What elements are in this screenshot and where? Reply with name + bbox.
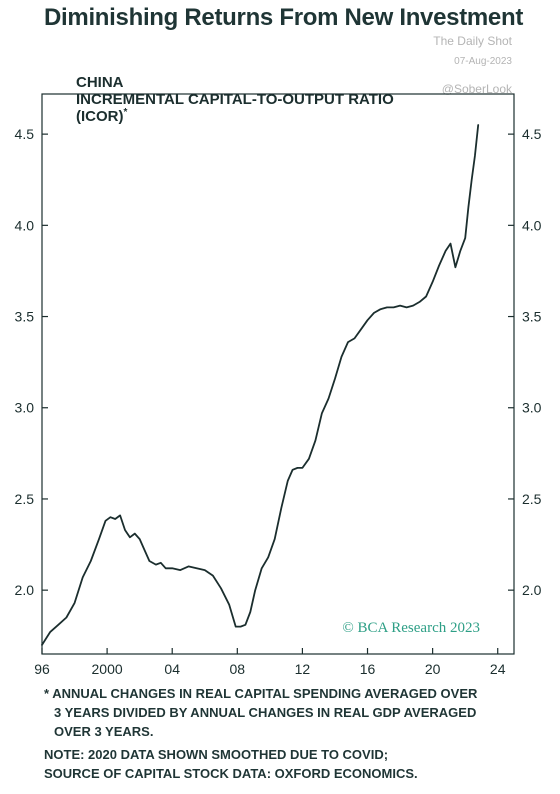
watermark-source: The Daily Shot — [433, 34, 512, 48]
y-tick-label-right: 4.0 — [522, 217, 542, 233]
x-tick-label: 96 — [34, 661, 50, 677]
x-tick-label: 20 — [425, 661, 441, 677]
chart-title-line-1: CHINA — [76, 74, 124, 91]
icor-line-chart: CHINA INCREMENTAL CAPITAL-TO-OUTPUT RATI… — [15, 74, 542, 677]
plot-frame — [41, 93, 515, 655]
x-tick-label: 24 — [490, 661, 506, 677]
footnote-note-1: NOTE: 2020 DATA SHOWN SMOOTHED DUE TO CO… — [44, 747, 389, 762]
x-axis: 96 2000 04 08 12 16 20 24 — [34, 648, 506, 677]
page-title: Diminishing Returns From New Investment — [44, 4, 524, 31]
chart-title-superscript: * — [124, 107, 128, 118]
x-tick-label: 16 — [360, 661, 376, 677]
chart-title-line-3: (ICOR)* — [76, 107, 128, 125]
chart-credit: © BCA Research 2023 — [342, 620, 480, 636]
y-tick-label-right: 2.5 — [522, 491, 542, 507]
y-tick-label-left: 3.5 — [15, 309, 35, 325]
chart-title-line-2: INCREMENTAL CAPITAL-TO-OUTPUT RATIO — [76, 91, 394, 108]
y-tick-label-left: 4.5 — [15, 126, 35, 142]
footnote-note-2: SOURCE OF CAPITAL STOCK DATA: OXFORD ECO… — [44, 766, 418, 781]
y-tick-label-right: 4.5 — [522, 126, 542, 142]
x-tick-label: 08 — [230, 661, 246, 677]
y-axis-right: 2.0 2.5 3.0 3.5 4.0 4.5 — [508, 126, 542, 598]
footnote-asterisk-1: * ANNUAL CHANGES IN REAL CAPITAL SPENDIN… — [44, 686, 478, 701]
y-tick-label-left: 2.5 — [15, 491, 35, 507]
watermark-handle: @SoberLook — [441, 82, 512, 96]
watermark-date: 07-Aug-2023 — [454, 56, 512, 67]
y-tick-label-right: 3.5 — [522, 309, 542, 325]
footnotes: * ANNUAL CHANGES IN REAL CAPITAL SPENDIN… — [44, 684, 544, 783]
y-tick-label-right: 2.0 — [522, 582, 542, 598]
footnote-asterisk-2: 3 YEARS DIVIDED BY ANNUAL CHANGES IN REA… — [54, 705, 477, 720]
chart-title-line-3-text: (ICOR) — [76, 108, 124, 125]
y-axis-left: 2.0 2.5 3.0 3.5 4.0 4.5 — [15, 126, 48, 598]
y-tick-label-left: 2.0 — [15, 582, 35, 598]
footnote-asterisk-3: OVER 3 YEARS. — [54, 724, 154, 739]
y-tick-label-left: 3.0 — [15, 400, 35, 416]
x-tick-label: 04 — [164, 661, 180, 677]
x-tick-label: 2000 — [92, 661, 123, 677]
x-tick-label: 12 — [295, 661, 311, 677]
y-tick-label-left: 4.0 — [15, 217, 35, 233]
series-line-icor — [41, 124, 480, 646]
y-tick-label-right: 3.0 — [522, 400, 542, 416]
